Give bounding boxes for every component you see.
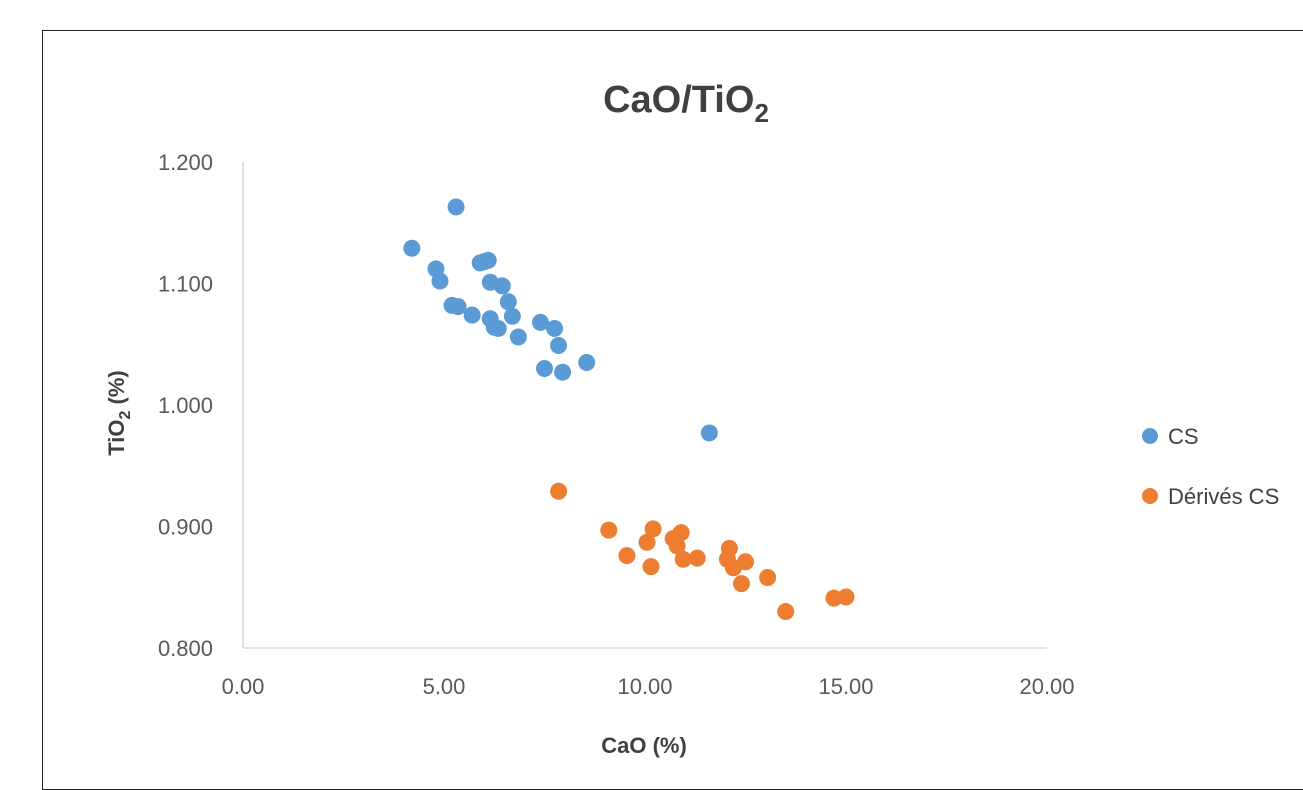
data-point-derives-cs — [672, 524, 690, 542]
data-point-cs — [700, 424, 718, 442]
chart-title: CaO/TiO2 — [603, 79, 769, 128]
legend-marker-derives-cs — [1142, 488, 1158, 504]
data-point-cs — [449, 298, 467, 316]
data-point-cs — [447, 198, 465, 216]
y-tick-label: 1.000 — [158, 393, 213, 418]
data-point-derives-cs — [732, 575, 750, 593]
data-point-cs — [550, 336, 568, 354]
y-tick-label: 0.900 — [158, 515, 213, 540]
data-point-cs — [493, 277, 511, 295]
legend-marker-cs — [1142, 428, 1158, 444]
data-point-cs — [546, 319, 564, 337]
data-point-derives-cs — [644, 520, 662, 538]
data-point-derives-cs — [600, 521, 618, 539]
x-tick-label: 15.00 — [818, 674, 873, 699]
data-point-derives-cs — [737, 553, 754, 571]
x-tick-label: 20.00 — [1019, 674, 1074, 699]
data-point-cs — [554, 363, 572, 381]
y-tick-label: 1.100 — [158, 272, 213, 297]
data-point-cs — [463, 306, 481, 324]
data-point-derives-cs — [688, 549, 706, 567]
x-tick-label: 10.00 — [617, 674, 672, 699]
y-axis-label: TiO2 (%) — [104, 370, 134, 456]
x-axis-label: CaO (%) — [601, 733, 687, 758]
data-point-cs — [536, 360, 553, 378]
data-point-derives-cs — [777, 603, 795, 621]
y-tick-label: 1.200 — [158, 150, 213, 175]
data-point-cs — [509, 328, 527, 346]
data-point-cs — [499, 293, 517, 311]
data-point-derives-cs — [837, 588, 855, 606]
data-point-cs — [403, 239, 421, 257]
data-point-derives-cs — [674, 550, 692, 568]
legend-label-cs: CS — [1168, 424, 1199, 449]
data-point-cs — [531, 313, 549, 331]
data-point-cs — [479, 251, 497, 269]
data-point-derives-cs — [642, 558, 660, 576]
data-point-cs — [578, 353, 596, 371]
data-point-cs — [489, 319, 507, 337]
data-point-derives-cs — [668, 537, 686, 555]
x-tick-label: 0.00 — [222, 674, 265, 699]
x-tick-label: 5.00 — [423, 674, 466, 699]
data-point-derives-cs — [759, 569, 777, 587]
data-point-derives-cs — [638, 533, 656, 551]
data-point-derives-cs — [618, 547, 636, 565]
y-tick-label: 0.800 — [158, 636, 213, 661]
data-point-cs — [503, 307, 521, 325]
legend-label-derives-cs: Dérivés CS — [1168, 484, 1279, 509]
data-point-derives-cs — [550, 482, 568, 500]
data-point-cs — [431, 272, 449, 290]
